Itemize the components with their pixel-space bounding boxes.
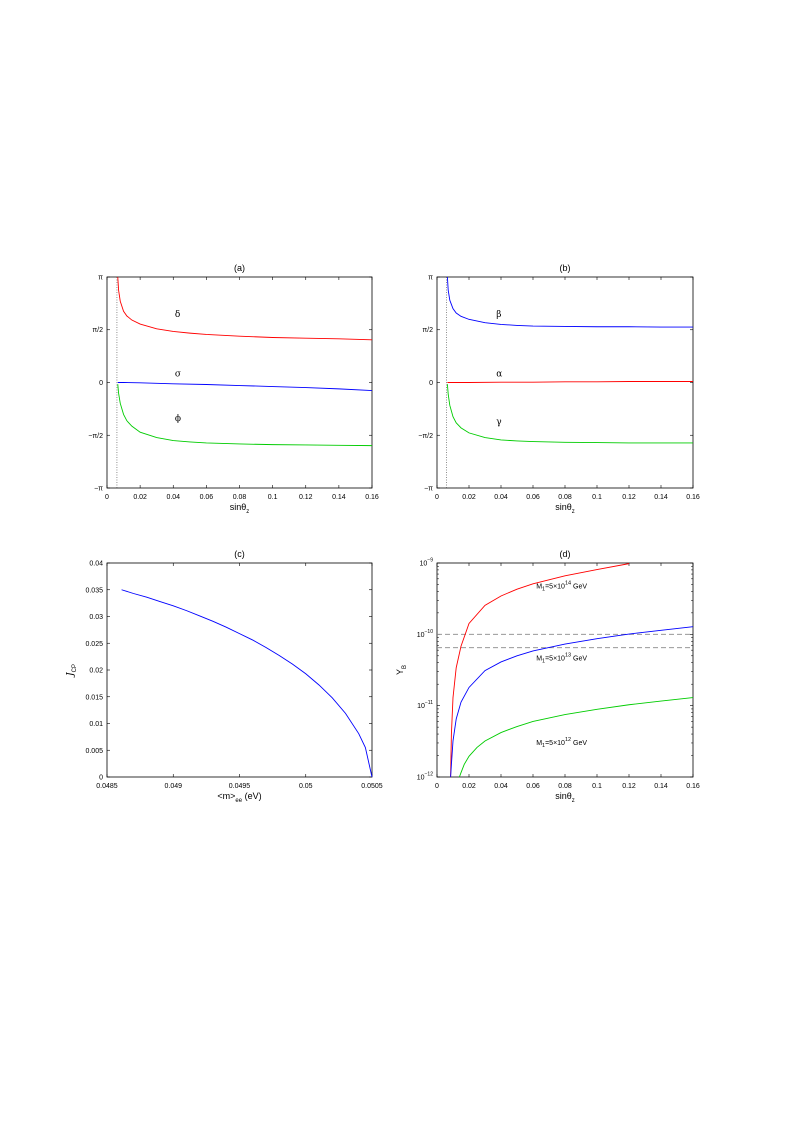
y-tick-label-c: 0.005 xyxy=(85,748,103,755)
x-tick-label-c: 0.0485 xyxy=(96,783,118,790)
axes-frame-a xyxy=(106,276,373,489)
y-tick-label-c: 0.03 xyxy=(89,614,103,621)
panel-title-a: (a) xyxy=(234,263,245,273)
panel-a: (a) 0 0.02 0.04 0.06 0.08 0.1 0.12 0.14 0.16 −π −π/… xyxy=(88,263,379,515)
x-axis-label-c: <m>ee (eV) xyxy=(217,791,261,804)
series-label-a-2: ϕ xyxy=(175,414,181,424)
y-tick-label-b: −π/2 xyxy=(418,433,433,440)
x-tick-label-c: 0.05 xyxy=(299,783,313,790)
y-tick-label-b: π/2 xyxy=(422,327,433,334)
x-tick-label-d: 0 xyxy=(435,783,439,790)
series-line-b-2 xyxy=(446,384,693,444)
axes-frame-d xyxy=(436,562,694,778)
x-tick-label-b: 0.02 xyxy=(462,494,476,501)
x-tick-label-b: 0.14 xyxy=(654,494,668,501)
x-tick-label-c: 0.0505 xyxy=(361,783,383,790)
series-line-a-2 xyxy=(117,384,373,447)
x-axis-label-a: sinθz xyxy=(230,502,250,515)
series-line-b-0 xyxy=(446,277,693,328)
x-tick-label-d: 0.1 xyxy=(592,783,602,790)
x-tick-label-c: 0.049 xyxy=(164,783,182,790)
series-label-d-2: M1=5×1012 GeV xyxy=(536,737,587,749)
x-tick-label-b: 0.16 xyxy=(686,494,700,501)
y-tick-label-d: 10−9 xyxy=(420,558,434,568)
x-axis-label-b: sinθz xyxy=(555,502,575,515)
series-label-b-0: β xyxy=(496,310,501,320)
x-tick-label-a: 0.08 xyxy=(233,494,247,501)
series-line-b-1 xyxy=(447,381,693,383)
y-axis-label-c: JCP xyxy=(66,664,78,678)
x-tick-label-b: 0.12 xyxy=(622,494,636,501)
x-axis-label-d: sinθz xyxy=(555,791,575,804)
series-line-c-0 xyxy=(121,589,373,778)
x-tick-label-d: 0.06 xyxy=(526,783,540,790)
y-tick-label-c: 0.01 xyxy=(89,721,103,728)
panel-d: (d) 0 0.02 0.04 0.06 0.08 0.1 0.12 0.14 0.16 10−12… xyxy=(395,549,700,804)
y-tick-label-a: −π xyxy=(94,486,103,493)
y-tick-label-a: 0 xyxy=(99,380,103,387)
y-axis-label-d: YB xyxy=(395,665,408,675)
y-tick-label-c: 0.04 xyxy=(89,561,103,568)
series-label-b-1: α xyxy=(496,369,502,379)
y-tick-label-d: 10−10 xyxy=(417,629,433,639)
y-tick-label-a: π xyxy=(98,275,103,282)
x-tick-label-a: 0 xyxy=(105,494,109,501)
x-tick-label-b: 0.04 xyxy=(494,494,508,501)
series-line-d-0 xyxy=(450,563,630,778)
series-label-b-2: γ xyxy=(496,417,501,427)
y-tick-label-d: 10−11 xyxy=(417,700,433,710)
y-tick-label-b: π xyxy=(428,275,433,282)
y-tick-label-b: 0 xyxy=(429,380,433,387)
x-tick-label-b: 0.1 xyxy=(592,494,602,501)
panel-title-c: (c) xyxy=(234,549,245,559)
y-tick-label-a: −π/2 xyxy=(88,433,103,440)
series-line-a-1 xyxy=(117,382,373,392)
x-tick-label-a: 0.16 xyxy=(365,494,379,501)
y-tick-label-a: π/2 xyxy=(92,327,103,334)
x-tick-label-d: 0.08 xyxy=(558,783,572,790)
x-tick-label-d: 0.14 xyxy=(654,783,668,790)
x-tick-label-b: 0.06 xyxy=(526,494,540,501)
panel-title-b: (b) xyxy=(560,263,571,273)
panel-c: (c) 0.0485 0.049 0.0495 0.05 0.0505 0 0.005 0.01… xyxy=(66,549,383,804)
x-tick-label-b: 0.08 xyxy=(558,494,572,501)
y-tick-label-c: 0.015 xyxy=(85,694,103,701)
series-label-a-0: δ xyxy=(175,310,180,320)
series-label-a-1: σ xyxy=(175,369,181,379)
series-label-d-1: M1=5×1013 GeV xyxy=(536,652,587,664)
series-line-d-1 xyxy=(450,626,694,778)
x-tick-label-c: 0.0495 xyxy=(229,783,251,790)
x-tick-label-b: 0 xyxy=(435,494,439,501)
x-tick-label-d: 0.12 xyxy=(622,783,636,790)
y-tick-label-c: 0.025 xyxy=(85,641,103,648)
x-tick-label-d: 0.04 xyxy=(494,783,508,790)
x-tick-label-a: 0.12 xyxy=(299,494,313,501)
y-tick-label-c: 0.035 xyxy=(85,587,103,594)
x-tick-label-d: 0.16 xyxy=(686,783,700,790)
y-tick-label-c: 0.02 xyxy=(89,668,103,675)
series-label-d-0: M1=5×1014 GeV xyxy=(536,580,587,592)
x-tick-label-a: 0.06 xyxy=(200,494,214,501)
x-tick-label-a: 0.14 xyxy=(332,494,346,501)
x-tick-label-d: 0.02 xyxy=(462,783,476,790)
series-line-d-2 xyxy=(458,697,694,778)
y-tick-label-c: 0 xyxy=(99,775,103,782)
x-tick-label-a: 0.04 xyxy=(166,494,180,501)
x-tick-label-a: 0.1 xyxy=(268,494,278,501)
series-line-a-0 xyxy=(117,277,373,341)
panel-title-d: (d) xyxy=(560,549,571,559)
y-tick-label-b: −π xyxy=(424,486,433,493)
y-tick-label-d: 10−12 xyxy=(417,772,433,782)
panel-b: (b) 0 0.02 0.04 0.06 0.08 0.1 0.12 0.14 0.16 −π −π/… xyxy=(418,263,700,515)
x-tick-label-a: 0.02 xyxy=(133,494,147,501)
axes-frame-c xyxy=(106,562,373,778)
